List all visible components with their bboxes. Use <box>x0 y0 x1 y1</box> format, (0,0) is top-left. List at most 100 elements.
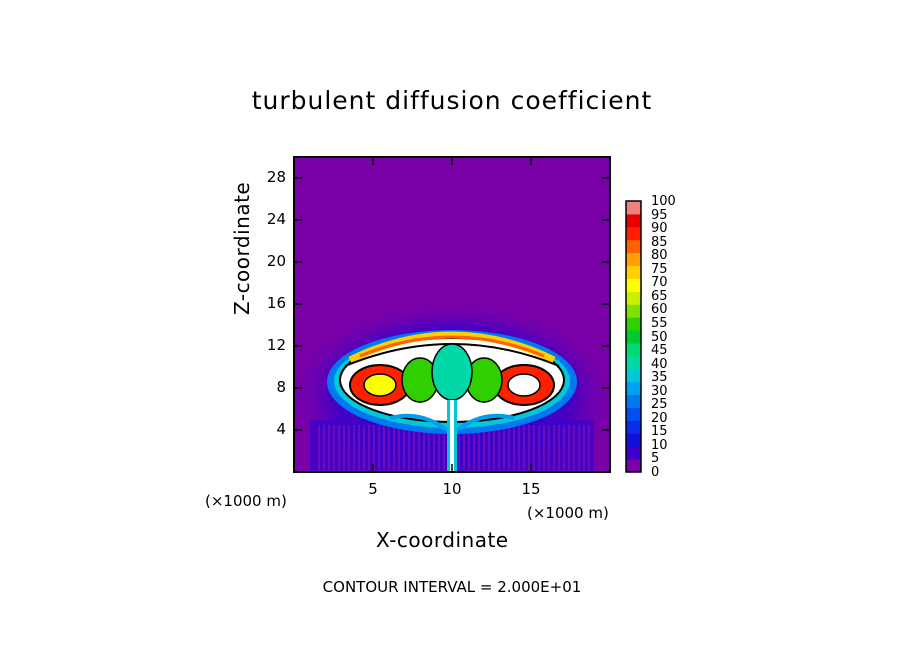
surface-stripe <box>323 425 325 472</box>
colorbar-label: 70 <box>651 275 668 291</box>
colorbar-swatch <box>626 459 641 473</box>
surface-stripe <box>488 425 490 472</box>
colorbar-swatch <box>626 317 641 331</box>
surface-stripe <box>368 425 370 472</box>
surface-stripe <box>338 425 340 472</box>
colorbar-swatch <box>626 201 641 215</box>
colorbar-swatch <box>626 213 641 228</box>
surface-stripe <box>503 425 505 472</box>
center-core <box>431 343 473 401</box>
surface-stripe <box>458 425 460 472</box>
colorbar-swatch <box>626 407 641 421</box>
left-vortex-inner <box>363 373 397 397</box>
surface-stripe <box>423 425 425 472</box>
surface-stripe <box>558 425 560 472</box>
colorbar-swatch <box>626 226 641 241</box>
surface-stripe <box>378 425 380 472</box>
surface-stripe <box>563 425 565 472</box>
colorbar-swatch <box>626 368 641 383</box>
surface-stripe <box>363 425 365 472</box>
colorbar-label: 40 <box>651 356 668 372</box>
y-tick-label: 16 <box>266 294 286 312</box>
surface-stripe <box>568 425 570 472</box>
surface-stripe <box>538 425 540 472</box>
y-tick-label: 28 <box>266 168 286 186</box>
surface-stripe <box>583 425 585 472</box>
surface-stripes <box>318 425 590 472</box>
colorbar-label: 0 <box>651 465 660 480</box>
colorbar-label: 85 <box>651 234 668 250</box>
surface-stripe <box>433 425 435 472</box>
x-tick-label: 15 <box>521 480 541 498</box>
contour-interval-note: CONTOUR INTERVAL = 2.000E+01 <box>322 578 582 596</box>
surface-stripe <box>468 425 470 472</box>
colorbar-label: 80 <box>651 248 668 264</box>
y-axis-label: Z-coordinate <box>230 181 254 315</box>
colorbar-label: 10 <box>651 437 668 453</box>
colorbar-swatch <box>626 278 641 292</box>
surface-stripe <box>493 425 495 472</box>
surface-stripe <box>528 425 530 472</box>
x-unit-label: (×1000 m) <box>527 504 609 522</box>
colorbar-label: 60 <box>651 302 668 318</box>
colorbar-swatch <box>626 446 641 460</box>
surface-stripe <box>548 425 550 472</box>
right-vortex-inner <box>507 373 541 397</box>
lower-feather-left <box>389 413 449 432</box>
surface-stripe <box>373 425 375 472</box>
y-tick-label: 8 <box>276 378 286 396</box>
colorbar-label: 65 <box>651 288 668 304</box>
colorbar-label: 90 <box>651 221 668 237</box>
surface-stripe <box>508 425 510 472</box>
surface-stripe <box>348 425 350 472</box>
plume-core <box>450 400 454 472</box>
colorbar-label: 20 <box>651 410 668 426</box>
colorbar-swatch <box>626 304 641 318</box>
y-unit-label: (×1000 m) <box>205 492 287 510</box>
colorbar-swatch <box>626 291 641 305</box>
surface-stripe <box>573 425 575 472</box>
surface-stripe <box>388 425 390 472</box>
surface-stripe <box>553 425 555 472</box>
colorbar-swatch <box>626 239 641 254</box>
colorbar-frame <box>625 200 642 473</box>
surface-stripe <box>443 425 445 472</box>
surface-stripe <box>533 425 535 472</box>
tick-marks <box>294 157 610 472</box>
surface-stripe <box>408 425 410 472</box>
y-tick-label: 4 <box>276 420 286 438</box>
chart-title: turbulent diffusion coefficient <box>251 86 653 115</box>
surface-stripe <box>498 425 500 472</box>
surface-stripe <box>463 425 465 472</box>
top-orange-arc <box>359 335 545 358</box>
surface-stripe <box>513 425 515 472</box>
surface-stripe <box>588 425 590 472</box>
surface-stripe <box>428 425 430 472</box>
surface-stripe <box>403 425 405 472</box>
surface-stripe <box>413 425 415 472</box>
colorbar-label: 95 <box>651 207 668 223</box>
surface-stripe <box>518 425 520 472</box>
colorbar-label: 55 <box>651 315 668 331</box>
colorbar-swatch <box>626 433 641 447</box>
x-axis-label: X-coordinate <box>376 528 509 552</box>
colorbar-label: 15 <box>651 424 668 440</box>
surface-stripe <box>438 425 440 472</box>
colorbar-label: 30 <box>651 383 668 399</box>
colorbar-swatch <box>626 355 641 370</box>
y-tick-label: 12 <box>266 336 286 354</box>
y-tick-label: 24 <box>266 210 286 228</box>
x-tick-label: 10 <box>442 480 462 498</box>
colorbar-swatch <box>626 394 641 408</box>
surface-stripe <box>328 425 330 472</box>
colorbar-label: 35 <box>651 370 668 386</box>
colorbar-label: 25 <box>651 397 668 413</box>
surface-stripe <box>418 425 420 472</box>
lower-feather-right <box>455 413 515 432</box>
colorbar-swatch <box>626 252 641 267</box>
colorbar-swatch <box>626 330 641 344</box>
colorbar-label: 75 <box>651 261 668 277</box>
colorbar-swatch <box>626 265 641 279</box>
colorbar-swatch <box>626 342 641 357</box>
